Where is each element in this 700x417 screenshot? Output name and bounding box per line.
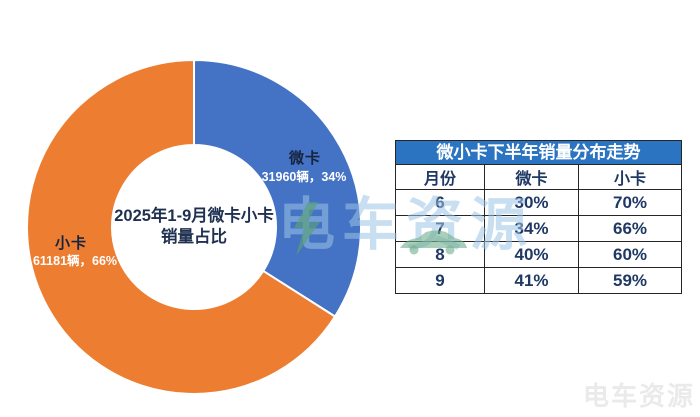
table-cell-month: 7: [395, 215, 485, 242]
donut-center-title: 2025年1-9月微卡小卡 销量占比: [94, 206, 294, 248]
table-cell-xiaoka: 59%: [578, 267, 682, 294]
table-cell-weika: 40%: [484, 241, 579, 268]
slice-label-weika: 微卡: [288, 150, 321, 167]
slice-label-xiaoka: 小卡: [54, 235, 87, 252]
col-header-xiaoka: 小卡: [578, 164, 682, 190]
table-title: 微小卡下半年销量分布走势: [395, 140, 682, 165]
slice-value-weika: 31960辆，34%: [261, 170, 347, 184]
table-cell-xiaoka: 70%: [578, 189, 682, 216]
table-row: 9 41% 59%: [395, 267, 682, 294]
donut-center-title-line2: 销量占比: [161, 228, 227, 246]
donut-slice-0: [193, 59, 362, 318]
table-row: 6 30% 70%: [395, 189, 682, 216]
donut-center-title-line1: 2025年1-9月微卡小卡: [114, 207, 274, 225]
col-header-weika: 微卡: [484, 164, 579, 190]
table-cell-month: 6: [395, 189, 485, 216]
table-row: 7 34% 66%: [395, 215, 682, 242]
table-cell-weika: 34%: [484, 215, 579, 242]
col-header-month: 月份: [395, 164, 485, 190]
table-cell-month: 9: [395, 267, 485, 294]
table-cell-weika: 41%: [484, 267, 579, 294]
table-cell-xiaoka: 66%: [578, 215, 682, 242]
table-row: 8 40% 60%: [395, 241, 682, 268]
sales-distribution-table: 微小卡下半年销量分布走势 月份 微卡 小卡 6 30% 70% 7 34% 66…: [395, 140, 682, 294]
table-cell-weika: 30%: [484, 189, 579, 216]
table-cell-xiaoka: 60%: [578, 241, 682, 268]
slice-value-xiaoka: 61181辆，66%: [32, 254, 118, 268]
table-cell-month: 8: [395, 241, 485, 268]
watermark-bottom-right-text: 电车资源: [582, 381, 695, 411]
donut-slice-1: [26, 59, 337, 395]
